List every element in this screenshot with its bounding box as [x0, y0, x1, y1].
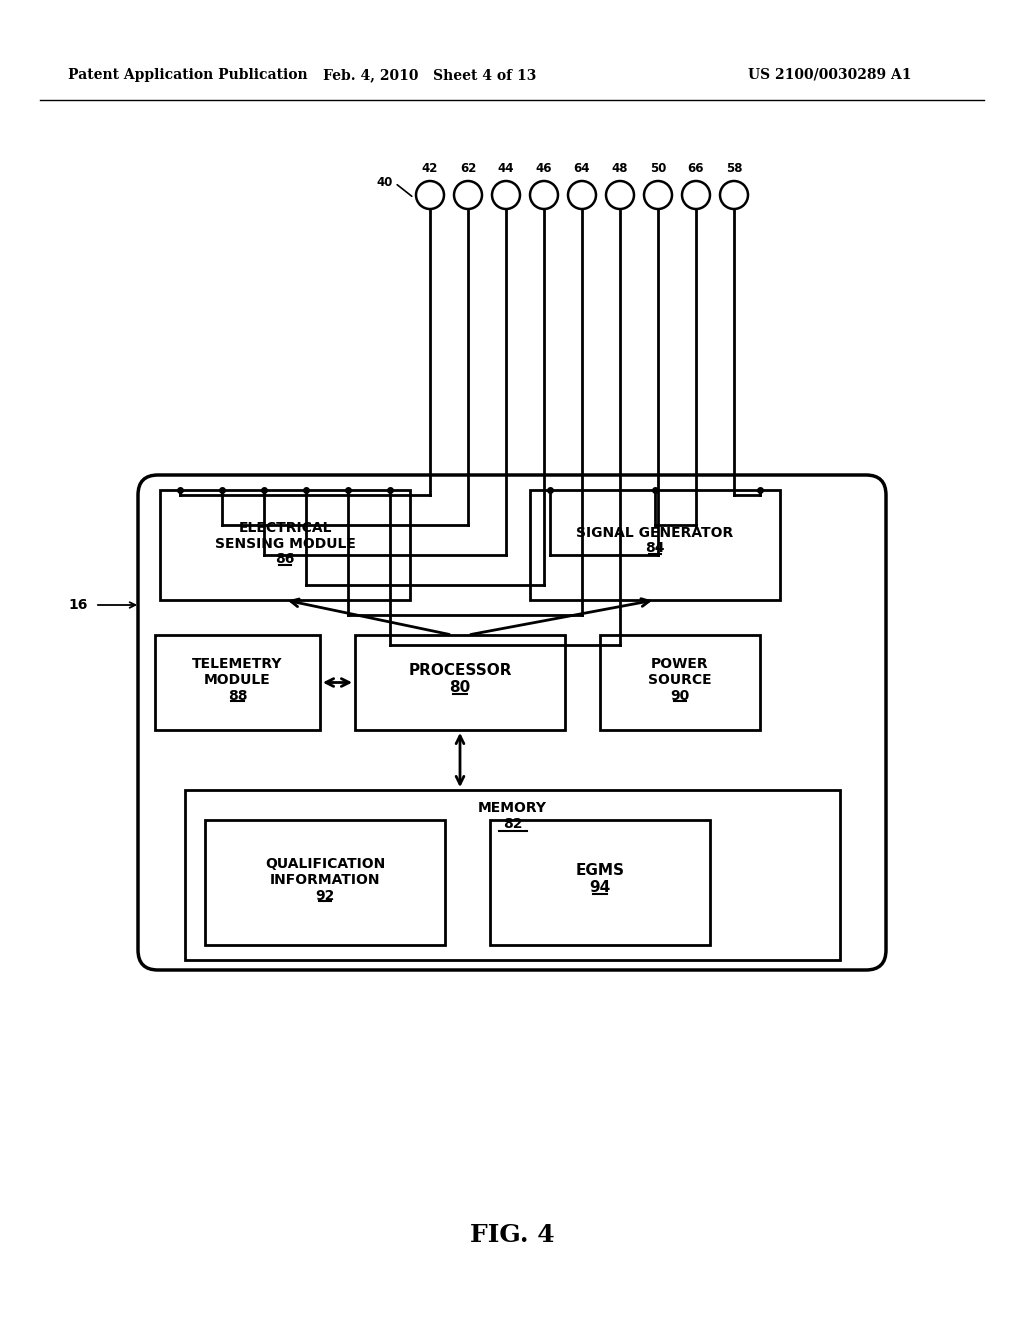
- Text: 62: 62: [460, 162, 476, 176]
- Text: 50: 50: [650, 162, 667, 176]
- Text: 16: 16: [69, 598, 88, 612]
- Text: 86: 86: [275, 552, 295, 566]
- Text: 58: 58: [726, 162, 742, 176]
- Bar: [490, 820, 710, 945]
- Bar: [155, 635, 319, 730]
- Text: FIG. 4: FIG. 4: [470, 1224, 554, 1247]
- Text: SENSING MODULE: SENSING MODULE: [215, 536, 355, 550]
- Text: MODULE: MODULE: [204, 673, 271, 686]
- Text: Patent Application Publication: Patent Application Publication: [68, 69, 307, 82]
- Text: 90: 90: [671, 689, 689, 702]
- Text: POWER: POWER: [651, 657, 709, 672]
- Text: 42: 42: [422, 162, 438, 176]
- Text: 84: 84: [645, 541, 665, 556]
- Text: 94: 94: [590, 880, 610, 895]
- Bar: [185, 789, 840, 960]
- Text: 46: 46: [536, 162, 552, 176]
- Bar: [600, 635, 760, 730]
- Bar: [205, 820, 445, 945]
- Text: 48: 48: [611, 162, 629, 176]
- Text: US 2100/0030289 A1: US 2100/0030289 A1: [749, 69, 911, 82]
- Text: PROCESSOR: PROCESSOR: [409, 663, 512, 678]
- Text: 40: 40: [377, 177, 393, 190]
- Text: SIGNAL GENERATOR: SIGNAL GENERATOR: [577, 525, 733, 540]
- Text: MEMORY: MEMORY: [478, 801, 547, 814]
- Text: 44: 44: [498, 162, 514, 176]
- Text: 64: 64: [573, 162, 590, 176]
- Bar: [160, 490, 410, 601]
- Text: 80: 80: [450, 680, 471, 696]
- Text: ELECTRICAL: ELECTRICAL: [239, 521, 332, 535]
- Bar: [355, 635, 565, 730]
- Text: QUALIFICATION: QUALIFICATION: [265, 858, 385, 871]
- FancyBboxPatch shape: [138, 475, 886, 970]
- Text: EGMS: EGMS: [575, 863, 625, 878]
- Text: 66: 66: [688, 162, 705, 176]
- Text: TELEMETRY: TELEMETRY: [193, 657, 283, 672]
- Text: INFORMATION: INFORMATION: [269, 873, 380, 887]
- Bar: [530, 490, 780, 601]
- Text: SOURCE: SOURCE: [648, 673, 712, 686]
- Text: Feb. 4, 2010   Sheet 4 of 13: Feb. 4, 2010 Sheet 4 of 13: [324, 69, 537, 82]
- Text: 82: 82: [503, 817, 522, 832]
- Text: 88: 88: [227, 689, 247, 702]
- Text: 92: 92: [315, 888, 335, 903]
